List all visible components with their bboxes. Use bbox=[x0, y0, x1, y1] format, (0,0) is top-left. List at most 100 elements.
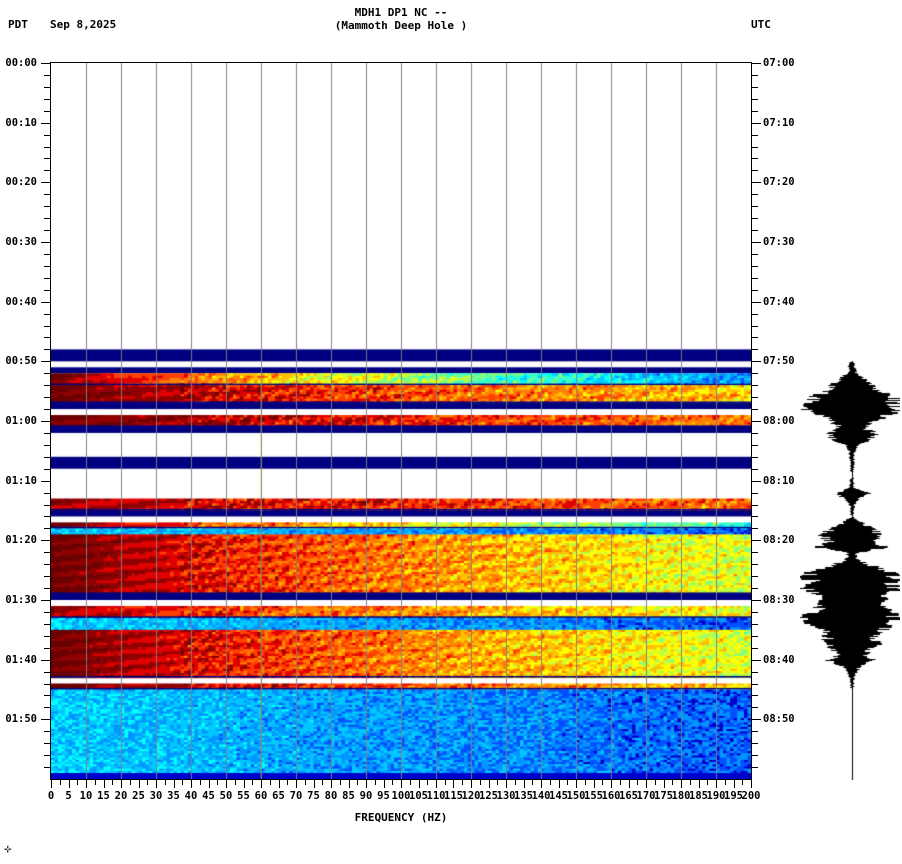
frequency-label: 110 bbox=[426, 790, 446, 802]
tick-major-right bbox=[752, 659, 761, 661]
tick-minor-right bbox=[752, 110, 758, 112]
tick-minor-frequency bbox=[532, 780, 533, 785]
tick-minor-left bbox=[44, 755, 50, 757]
tick-minor-right bbox=[752, 647, 758, 649]
tick-major-frequency bbox=[279, 780, 280, 788]
tick-minor-right bbox=[752, 588, 758, 590]
tick-minor-right bbox=[752, 623, 758, 625]
tick-minor-right bbox=[752, 516, 758, 518]
tick-minor-left bbox=[44, 313, 50, 315]
date-label: Sep 8,2025 bbox=[50, 18, 117, 31]
tick-minor-frequency bbox=[637, 780, 638, 785]
tick-minor-right bbox=[752, 767, 758, 769]
tick-minor-frequency bbox=[77, 780, 78, 785]
tick-minor-left bbox=[44, 86, 50, 88]
time-label-right: 08:20 bbox=[763, 534, 795, 547]
frequency-label: 105 bbox=[409, 790, 428, 802]
time-label-left: 01:50 bbox=[5, 713, 37, 726]
tick-minor-left bbox=[44, 552, 50, 554]
tick-minor-left bbox=[44, 743, 50, 745]
tick-minor-left bbox=[44, 146, 50, 148]
tick-minor-right bbox=[752, 194, 758, 196]
tick-minor-left bbox=[44, 707, 50, 709]
time-label-right: 07:20 bbox=[763, 176, 795, 189]
frequency-label: 70 bbox=[289, 790, 303, 802]
tick-major-frequency bbox=[121, 780, 122, 788]
frequency-label: 40 bbox=[184, 790, 198, 802]
time-label-left: 01:00 bbox=[5, 415, 37, 427]
tick-major-frequency bbox=[716, 780, 717, 788]
tick-minor-left bbox=[44, 671, 50, 673]
timezone-label-left: PDT bbox=[8, 18, 28, 31]
tick-minor-right bbox=[752, 206, 758, 208]
frequency-label: 20 bbox=[114, 790, 128, 802]
frequency-label: 60 bbox=[254, 790, 268, 802]
tick-minor-right bbox=[752, 373, 758, 375]
tick-minor-left bbox=[44, 194, 50, 196]
frequency-label: 120 bbox=[461, 790, 481, 802]
tick-minor-left bbox=[44, 337, 50, 339]
tick-major-frequency bbox=[384, 780, 385, 788]
frequency-label: 190 bbox=[706, 790, 726, 802]
tick-major-frequency bbox=[629, 780, 630, 788]
tick-major-frequency bbox=[751, 780, 752, 788]
tick-major-frequency bbox=[419, 780, 420, 788]
frequency-label: 95 bbox=[377, 790, 390, 802]
tick-minor-left bbox=[44, 635, 50, 637]
frequency-label: 35 bbox=[167, 790, 180, 802]
tick-minor-left bbox=[44, 230, 50, 232]
spectrogram-plot[interactable] bbox=[50, 62, 752, 780]
tick-minor-left bbox=[44, 110, 50, 112]
tick-minor-right bbox=[752, 552, 758, 554]
tick-minor-left bbox=[44, 623, 50, 625]
frequency-label: 45 bbox=[202, 790, 215, 802]
tick-major-left bbox=[41, 361, 50, 363]
tick-minor-right bbox=[752, 576, 758, 578]
time-axis-left: 00:00 00:10 00:20 00:30 00:40 00:50 01:00 01:10… bbox=[0, 0, 50, 864]
tick-minor-right bbox=[752, 683, 758, 685]
tick-minor-left bbox=[44, 683, 50, 685]
tick-major-frequency bbox=[261, 780, 262, 788]
tick-major-left bbox=[41, 600, 50, 601]
tick-major-right bbox=[752, 421, 761, 422]
time-label-left: 01:40 bbox=[5, 653, 37, 666]
time-label-left: 00:50 bbox=[5, 355, 37, 368]
tick-major-frequency bbox=[174, 780, 175, 788]
time-label-left: 00:40 bbox=[5, 295, 37, 308]
tick-major-frequency bbox=[594, 780, 595, 788]
tick-minor-frequency bbox=[620, 780, 621, 785]
tick-minor-frequency bbox=[445, 780, 446, 785]
tick-minor-left bbox=[44, 218, 50, 220]
frequency-axis-title-text: FREQUENCY (HZ) bbox=[354, 811, 448, 824]
tick-major-right bbox=[752, 719, 761, 721]
tick-minor-left bbox=[44, 373, 50, 375]
time-label-left: 01:20 bbox=[5, 534, 37, 547]
tick-major-frequency bbox=[524, 780, 525, 788]
tick-major-left bbox=[41, 480, 50, 482]
tick-minor-right bbox=[752, 432, 758, 434]
tick-major-frequency bbox=[401, 780, 402, 788]
frequency-label: 25 bbox=[132, 790, 145, 802]
tick-minor-frequency bbox=[602, 780, 603, 785]
tick-minor-frequency bbox=[392, 780, 393, 785]
time-label-right: 08:40 bbox=[763, 653, 795, 666]
time-label-left: 01:10 bbox=[5, 474, 37, 487]
tick-minor-left bbox=[44, 409, 50, 411]
tick-major-frequency bbox=[611, 780, 612, 788]
tick-minor-frequency bbox=[130, 780, 131, 785]
tick-major-frequency bbox=[156, 780, 157, 788]
tick-minor-frequency bbox=[270, 780, 271, 785]
tick-minor-right bbox=[752, 134, 758, 136]
tick-minor-left bbox=[44, 444, 50, 446]
tick-minor-frequency bbox=[742, 780, 743, 785]
tick-minor-frequency bbox=[672, 780, 673, 785]
tick-minor-frequency bbox=[707, 780, 708, 785]
tick-major-frequency bbox=[734, 780, 735, 788]
time-label-right: 07:00 bbox=[763, 57, 795, 69]
tick-minor-left bbox=[44, 349, 50, 351]
tick-major-frequency bbox=[506, 780, 507, 788]
tick-minor-right bbox=[752, 731, 758, 733]
tick-minor-right bbox=[752, 86, 758, 88]
tick-minor-right bbox=[752, 253, 758, 255]
tick-minor-right bbox=[752, 504, 758, 506]
